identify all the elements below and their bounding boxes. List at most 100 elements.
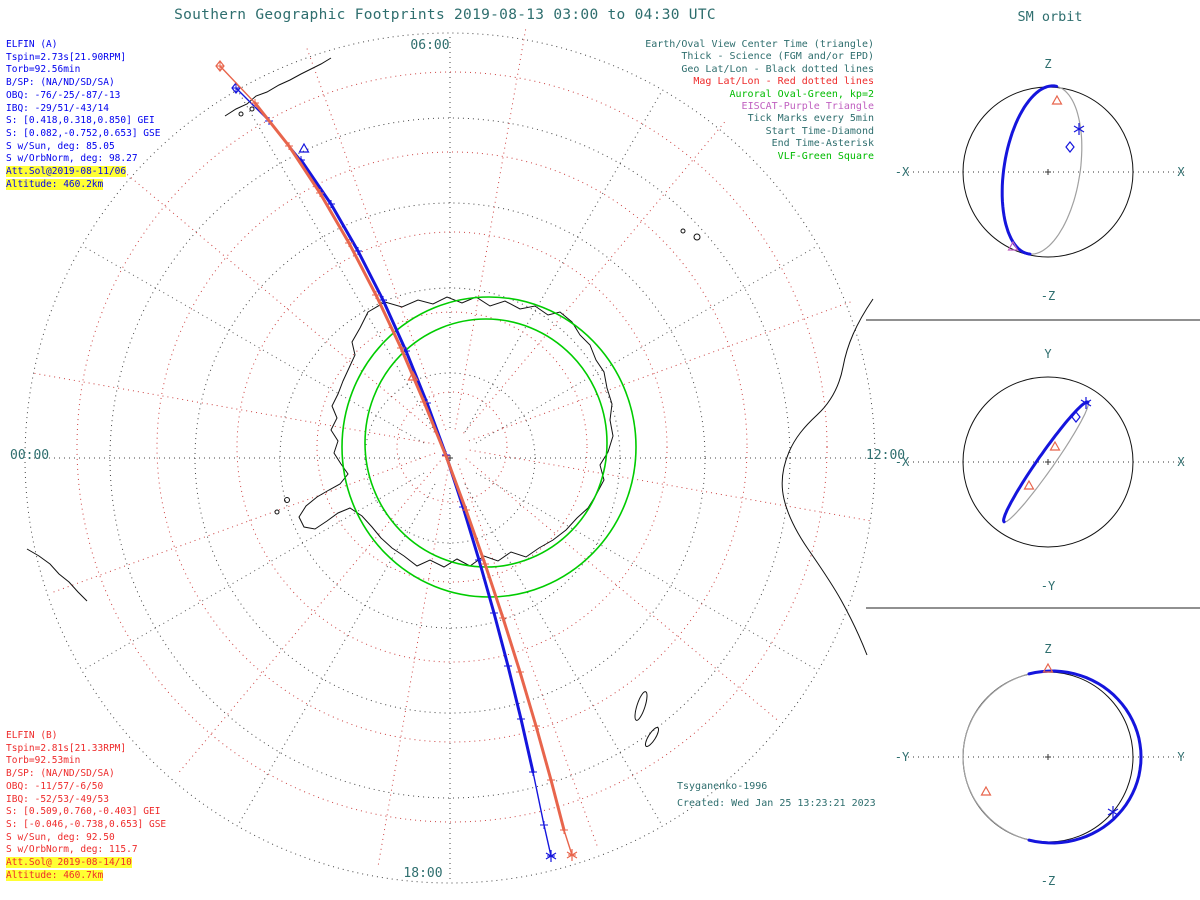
elfin-a-info: ELFIN (A) Tspin=2.73s[21.90RPM] Torb=92.56… bbox=[6, 39, 160, 191]
map-grid-layer bbox=[24, 25, 876, 884]
mlt-label-bottom: 18:00 bbox=[403, 866, 443, 881]
axis-label: Y bbox=[1177, 750, 1185, 764]
five-min-tick bbox=[327, 200, 335, 208]
legend-line: VLF-Green Square bbox=[777, 150, 874, 162]
triangle-marker bbox=[1051, 94, 1063, 105]
five-min-tick bbox=[420, 398, 428, 406]
island bbox=[249, 106, 255, 112]
info-line: IBQ: -29/51/-43/14 bbox=[6, 102, 109, 114]
five-min-tick bbox=[517, 715, 525, 723]
info-line: Torb=92.56min bbox=[6, 64, 81, 76]
axis-label: X bbox=[1177, 455, 1185, 469]
satellite-name: ELFIN (A) bbox=[6, 39, 58, 50]
antarctica-coastline bbox=[298, 296, 614, 568]
axis-label: -X bbox=[895, 165, 910, 179]
triangle-marker bbox=[1042, 662, 1054, 673]
mag-longitude-line bbox=[454, 25, 527, 430]
footprint-track-layer bbox=[215, 60, 578, 862]
mag-latitude-ring bbox=[316, 311, 588, 583]
legend-line: EISCAT-Purple Triangle bbox=[741, 101, 874, 113]
five-min-tick bbox=[475, 556, 483, 564]
mag-longitude-line bbox=[468, 300, 855, 442]
coastline-layer bbox=[26, 57, 874, 748]
island bbox=[238, 111, 244, 117]
axis-label: -X bbox=[895, 455, 910, 469]
mag-latitude-ring bbox=[156, 151, 748, 743]
mlt-label-left: 00:00 bbox=[10, 448, 50, 463]
geo-longitude-line bbox=[81, 472, 425, 671]
auroral-oval-ring bbox=[364, 318, 608, 568]
five-min-tick bbox=[532, 722, 540, 730]
triangle-marker bbox=[1023, 479, 1035, 490]
earth-center-mark bbox=[1045, 169, 1051, 175]
mag-longitude-line bbox=[469, 449, 874, 522]
island bbox=[284, 497, 290, 503]
map-legend: Earth/Oval View Center Time (triangle) Th… bbox=[594, 39, 874, 163]
info-line: IBQ: -52/53/-49/53 bbox=[6, 793, 109, 805]
axis-label: -Z bbox=[1041, 874, 1055, 888]
footprint-track-science bbox=[299, 158, 535, 774]
axis-label: Z bbox=[1044, 57, 1051, 71]
asterisk-marker bbox=[1073, 123, 1085, 135]
mag-longitude-line bbox=[457, 463, 599, 850]
five-min-tick bbox=[397, 344, 405, 352]
island bbox=[693, 233, 701, 241]
triangle-marker bbox=[1007, 240, 1019, 251]
geo-longitude-line bbox=[464, 483, 663, 827]
five-min-tick bbox=[251, 99, 259, 107]
five-min-tick bbox=[345, 239, 353, 247]
legend-line: Tick Marks every 5min bbox=[747, 113, 874, 125]
triangle-marker bbox=[1049, 440, 1061, 451]
legend-line: Earth/Oval View Center Time (triangle) bbox=[645, 39, 874, 50]
mag-latitude-ring bbox=[76, 71, 828, 823]
south-america-coastline bbox=[224, 57, 332, 117]
five-min-tick bbox=[372, 291, 380, 299]
info-line: S: [0.418,0.318,0.850] GEI bbox=[6, 115, 155, 127]
five-min-tick bbox=[285, 142, 293, 150]
info-line: Altitude: 460.2km bbox=[6, 178, 104, 190]
five-min-tick bbox=[316, 189, 324, 197]
mag-latitude-ring bbox=[236, 231, 668, 663]
asterisk-marker bbox=[1080, 397, 1092, 409]
island bbox=[274, 509, 280, 515]
earth-center-mark bbox=[1045, 459, 1051, 465]
mlt-label-top: 06:00 bbox=[410, 38, 450, 53]
geo-longitude-line bbox=[475, 245, 819, 444]
edge-coastline bbox=[26, 548, 88, 602]
island-coastline bbox=[634, 691, 648, 721]
mag-longitude-line bbox=[377, 464, 450, 869]
view-center-time-triangle bbox=[407, 370, 419, 381]
info-line: S: [-0.046,-0.738,0.653] GSE bbox=[6, 818, 167, 830]
geo-longitude-line bbox=[237, 483, 436, 827]
diamond-marker bbox=[1065, 141, 1075, 153]
asterisk-marker bbox=[1107, 806, 1119, 818]
legend-line: Auroral Oval-Green, kp=2 bbox=[729, 88, 875, 100]
mag-longitude-line bbox=[465, 458, 781, 723]
geo-longitude-line bbox=[237, 89, 436, 433]
end-time-asterisk bbox=[545, 850, 557, 862]
axis-label: -Y bbox=[1041, 579, 1056, 593]
created-timestamp: Created: Wed Jan 25 13:23:21 2023 bbox=[677, 798, 876, 809]
five-min-tick bbox=[442, 452, 450, 460]
earth-circle bbox=[962, 376, 1134, 548]
info-line: Tspin=2.81s[21.33RPM] bbox=[6, 742, 127, 754]
australia-coastline bbox=[781, 298, 874, 656]
end-time-asterisk bbox=[566, 849, 578, 861]
start-time-diamond bbox=[215, 60, 225, 72]
info-line: B/SP: (NA/ND/SD/SA) bbox=[6, 77, 115, 89]
orbit-far-arc bbox=[962, 670, 1061, 844]
orbit-near-arc bbox=[1002, 400, 1090, 524]
five-min-tick bbox=[560, 826, 568, 834]
axis-label: X bbox=[1177, 165, 1185, 179]
five-min-tick bbox=[516, 668, 524, 676]
legend-line: Geo Lat/Lon - Black dotted lines bbox=[681, 63, 874, 75]
info-line: Altitude: 460.7km bbox=[6, 869, 104, 881]
five-min-tick bbox=[490, 609, 498, 617]
view-center-time-triangle bbox=[298, 142, 310, 153]
five-min-tick bbox=[540, 821, 548, 829]
footprint-track-science bbox=[253, 101, 566, 832]
five-min-tick bbox=[499, 614, 507, 622]
geo-latitude-ring bbox=[24, 32, 876, 884]
